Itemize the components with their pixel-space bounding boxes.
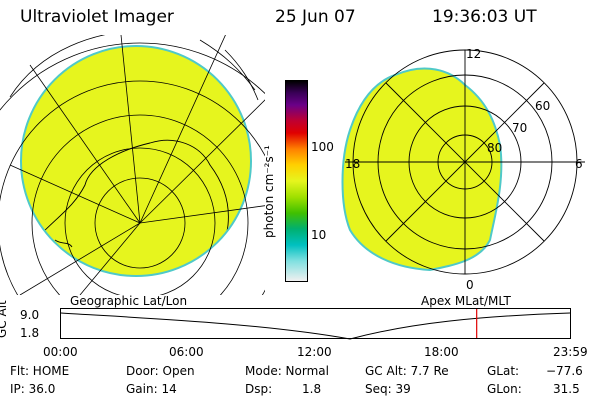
status-dsp-value: 1.8 [302, 382, 322, 396]
intensity-colorbar [285, 80, 308, 282]
image-time: 19:36:03 UT [432, 7, 537, 27]
image-date: 25 Jun 07 [275, 7, 356, 27]
colorbar-tick-10: 10 [311, 228, 327, 242]
timeline-tick-2359: 23:59 [553, 345, 588, 359]
status-flight: Flt: HOME [10, 364, 70, 378]
status-gc-alt: GC Alt: 7.7 Re [365, 364, 449, 378]
auroral-oval-fill [341, 67, 503, 272]
status-glon-value: 31.5 [553, 382, 580, 396]
altitude-curve [60, 312, 571, 340]
lat-lon-grid [0, 35, 265, 295]
geographic-map [0, 35, 265, 295]
colorbar-unit-label: photon cm⁻²s⁻¹ [262, 145, 276, 238]
mlat-label-70: 70 [512, 121, 527, 135]
mlt-label-18: 18 [345, 157, 360, 171]
geographic-map-label: Geographic Lat/Lon [70, 294, 188, 308]
mlt-label-6: 6 [575, 157, 583, 171]
status-gain: Gain: 14 [126, 382, 177, 396]
timeline-y-bottom: 1.8 [20, 326, 40, 340]
colorbar-tick-100: 100 [311, 140, 334, 154]
timeline-tick-1200: 12:00 [297, 345, 332, 359]
app-title: Ultraviolet Imager [20, 7, 174, 27]
status-dsp-label: Dsp: [245, 382, 273, 396]
mlt-label-12: 12 [466, 47, 481, 61]
timeline-tick-0600: 06:00 [169, 345, 204, 359]
mlat-label-80: 80 [487, 141, 502, 155]
status-glat-label: GLat: [487, 364, 520, 378]
status-glon-label: GLon: [487, 382, 522, 396]
status-glat-value: −77.6 [546, 364, 583, 378]
timeline-tick-0000: 00:00 [43, 345, 78, 359]
timeline-tick-1800: 18:00 [424, 345, 459, 359]
timeline-axis-label: GC Alt [0, 300, 9, 338]
status-mode: Mode: Normal [245, 364, 329, 378]
mlat-label-60: 60 [535, 99, 550, 113]
mlat-grid [345, 49, 585, 275]
aurora-image-disc [20, 45, 252, 277]
apex-polar-plot: 12 18 6 0 60 70 80 [341, 47, 585, 292]
mlt-label-0: 0 [466, 278, 474, 292]
status-door: Door: Open [126, 364, 195, 378]
status-seq: Seq: 39 [365, 382, 411, 396]
status-ip: IP: 36.0 [10, 382, 56, 396]
timeline-y-top: 9.0 [20, 308, 40, 322]
outer-grid-arcs [9, 35, 259, 101]
orbit-timeline [60, 308, 571, 340]
apex-map-label: Apex MLat/MLT [421, 294, 511, 308]
